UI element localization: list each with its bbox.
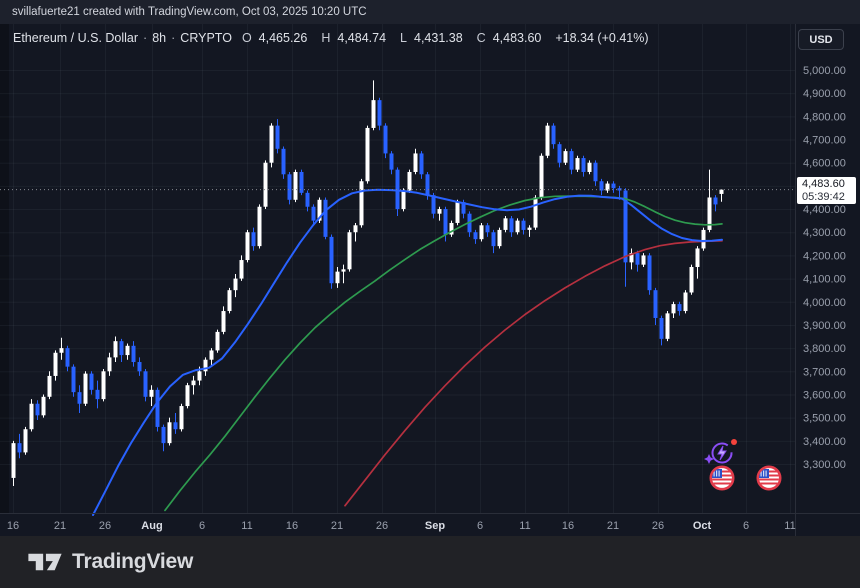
svg-text:5,000.00: 5,000.00: [803, 65, 846, 77]
svg-text:21: 21: [331, 520, 343, 532]
chart-area: 5,000.00 4,900.00 4,800.00 4,700.00 4,600.00…: [0, 24, 860, 536]
sparkle-icon: [704, 454, 714, 464]
svg-text:3,400.00: 3,400.00: [803, 436, 846, 448]
svg-text:Aug: Aug: [141, 520, 162, 532]
moving-averages-layer: [92, 188, 723, 516]
change-value: +18.34 (+0.41%): [555, 31, 649, 45]
svg-text:4,100.00: 4,100.00: [803, 274, 846, 286]
price-line-layer: [0, 24, 860, 536]
attribution-bar: svillafuerte21 created with TradingView.…: [0, 0, 860, 24]
symbol-title[interactable]: Ethereum / U.S. Dollar: [13, 31, 139, 45]
svg-text:16: 16: [562, 520, 574, 532]
open-label: O: [241, 31, 252, 45]
svg-text:4,700.00: 4,700.00: [803, 135, 846, 147]
separator-dot: ·: [143, 31, 148, 45]
crypto-event-icon[interactable]: [704, 438, 738, 472]
separator-dot: ·: [171, 31, 176, 45]
svg-text:4,400.00: 4,400.00: [803, 204, 846, 216]
tradingview-brand-text[interactable]: TradingView: [72, 550, 194, 573]
svg-text:4,000.00: 4,000.00: [803, 297, 846, 309]
ma-red: [344, 239, 723, 507]
svg-text:4,200.00: 4,200.00: [803, 250, 846, 262]
low-label: L: [400, 31, 407, 45]
bar-countdown: 05:39:42: [802, 191, 845, 203]
currency-toggle-button[interactable]: USD: [798, 29, 844, 50]
event-red-dot: [731, 439, 737, 445]
ohlc-values: O 4,465.26 H 4,484.74 L 4,431.38 C 4,483.60 +18.…: [242, 31, 656, 45]
current-price-value: 4,483.60: [802, 178, 845, 190]
tradingview-logo[interactable]: [28, 550, 62, 574]
svg-text:26: 26: [652, 520, 664, 532]
tradingview-footer: TradingView: [0, 536, 860, 588]
svg-text:Oct: Oct: [693, 520, 712, 532]
time-axis[interactable]: 16 21 26 Aug 6 11 16 21 26 Sep 6 11 16 21 26 Oct 6 11: [7, 520, 796, 532]
tradingview-logo-mark: [28, 553, 62, 571]
price-axis[interactable]: 5,000.00 4,900.00 4,800.00 4,700.00 4,600.00…: [803, 65, 846, 471]
current-price-label: 4,483.60 05:39:42: [797, 177, 856, 204]
ma-blue: [92, 188, 723, 516]
price-chart[interactable]: 5,000.00 4,900.00 4,800.00 4,700.00 4,600.00…: [0, 24, 860, 536]
svg-text:11: 11: [784, 520, 795, 532]
us-flag-event-icon[interactable]: [756, 465, 782, 496]
us-flag-event-icon[interactable]: [709, 465, 735, 496]
svg-text:6: 6: [477, 520, 483, 532]
svg-text:3,800.00: 3,800.00: [803, 343, 846, 355]
candles-layer: [11, 80, 724, 487]
svg-text:21: 21: [607, 520, 619, 532]
left-margin: [0, 24, 9, 513]
svg-text:4,900.00: 4,900.00: [803, 88, 846, 100]
svg-text:3,300.00: 3,300.00: [803, 459, 846, 471]
svg-text:Sep: Sep: [425, 520, 445, 532]
svg-text:11: 11: [241, 520, 252, 532]
svg-text:21: 21: [54, 520, 66, 532]
open-value: 4,465.26: [258, 31, 308, 45]
svg-text:4,800.00: 4,800.00: [803, 111, 846, 123]
close-value: 4,483.60: [492, 31, 542, 45]
svg-text:16: 16: [286, 520, 298, 532]
high-value: 4,484.74: [337, 31, 387, 45]
svg-text:11: 11: [519, 520, 530, 532]
svg-text:6: 6: [743, 520, 749, 532]
svg-text:3,900.00: 3,900.00: [803, 320, 846, 332]
svg-text:16: 16: [7, 520, 19, 532]
symbol-header[interactable]: Ethereum / U.S. Dollar · 8h · CRYPTO O 4,465.2…: [13, 31, 656, 45]
svg-text:4,600.00: 4,600.00: [803, 158, 846, 170]
close-label: C: [476, 31, 486, 45]
svg-text:3,500.00: 3,500.00: [803, 413, 846, 425]
ma-green: [164, 195, 723, 512]
svg-text:4,300.00: 4,300.00: [803, 227, 846, 239]
svg-text:26: 26: [99, 520, 111, 532]
svg-text:3,700.00: 3,700.00: [803, 366, 846, 378]
svg-text:3,600.00: 3,600.00: [803, 389, 846, 401]
high-label: H: [321, 31, 331, 45]
market-label: CRYPTO: [180, 31, 232, 45]
attribution-text: svillafuerte21 created with TradingView.…: [12, 6, 367, 18]
interval-label[interactable]: 8h: [152, 31, 167, 45]
low-value: 4,431.38: [414, 31, 463, 45]
svg-text:26: 26: [376, 520, 388, 532]
svg-text:6: 6: [199, 520, 205, 532]
